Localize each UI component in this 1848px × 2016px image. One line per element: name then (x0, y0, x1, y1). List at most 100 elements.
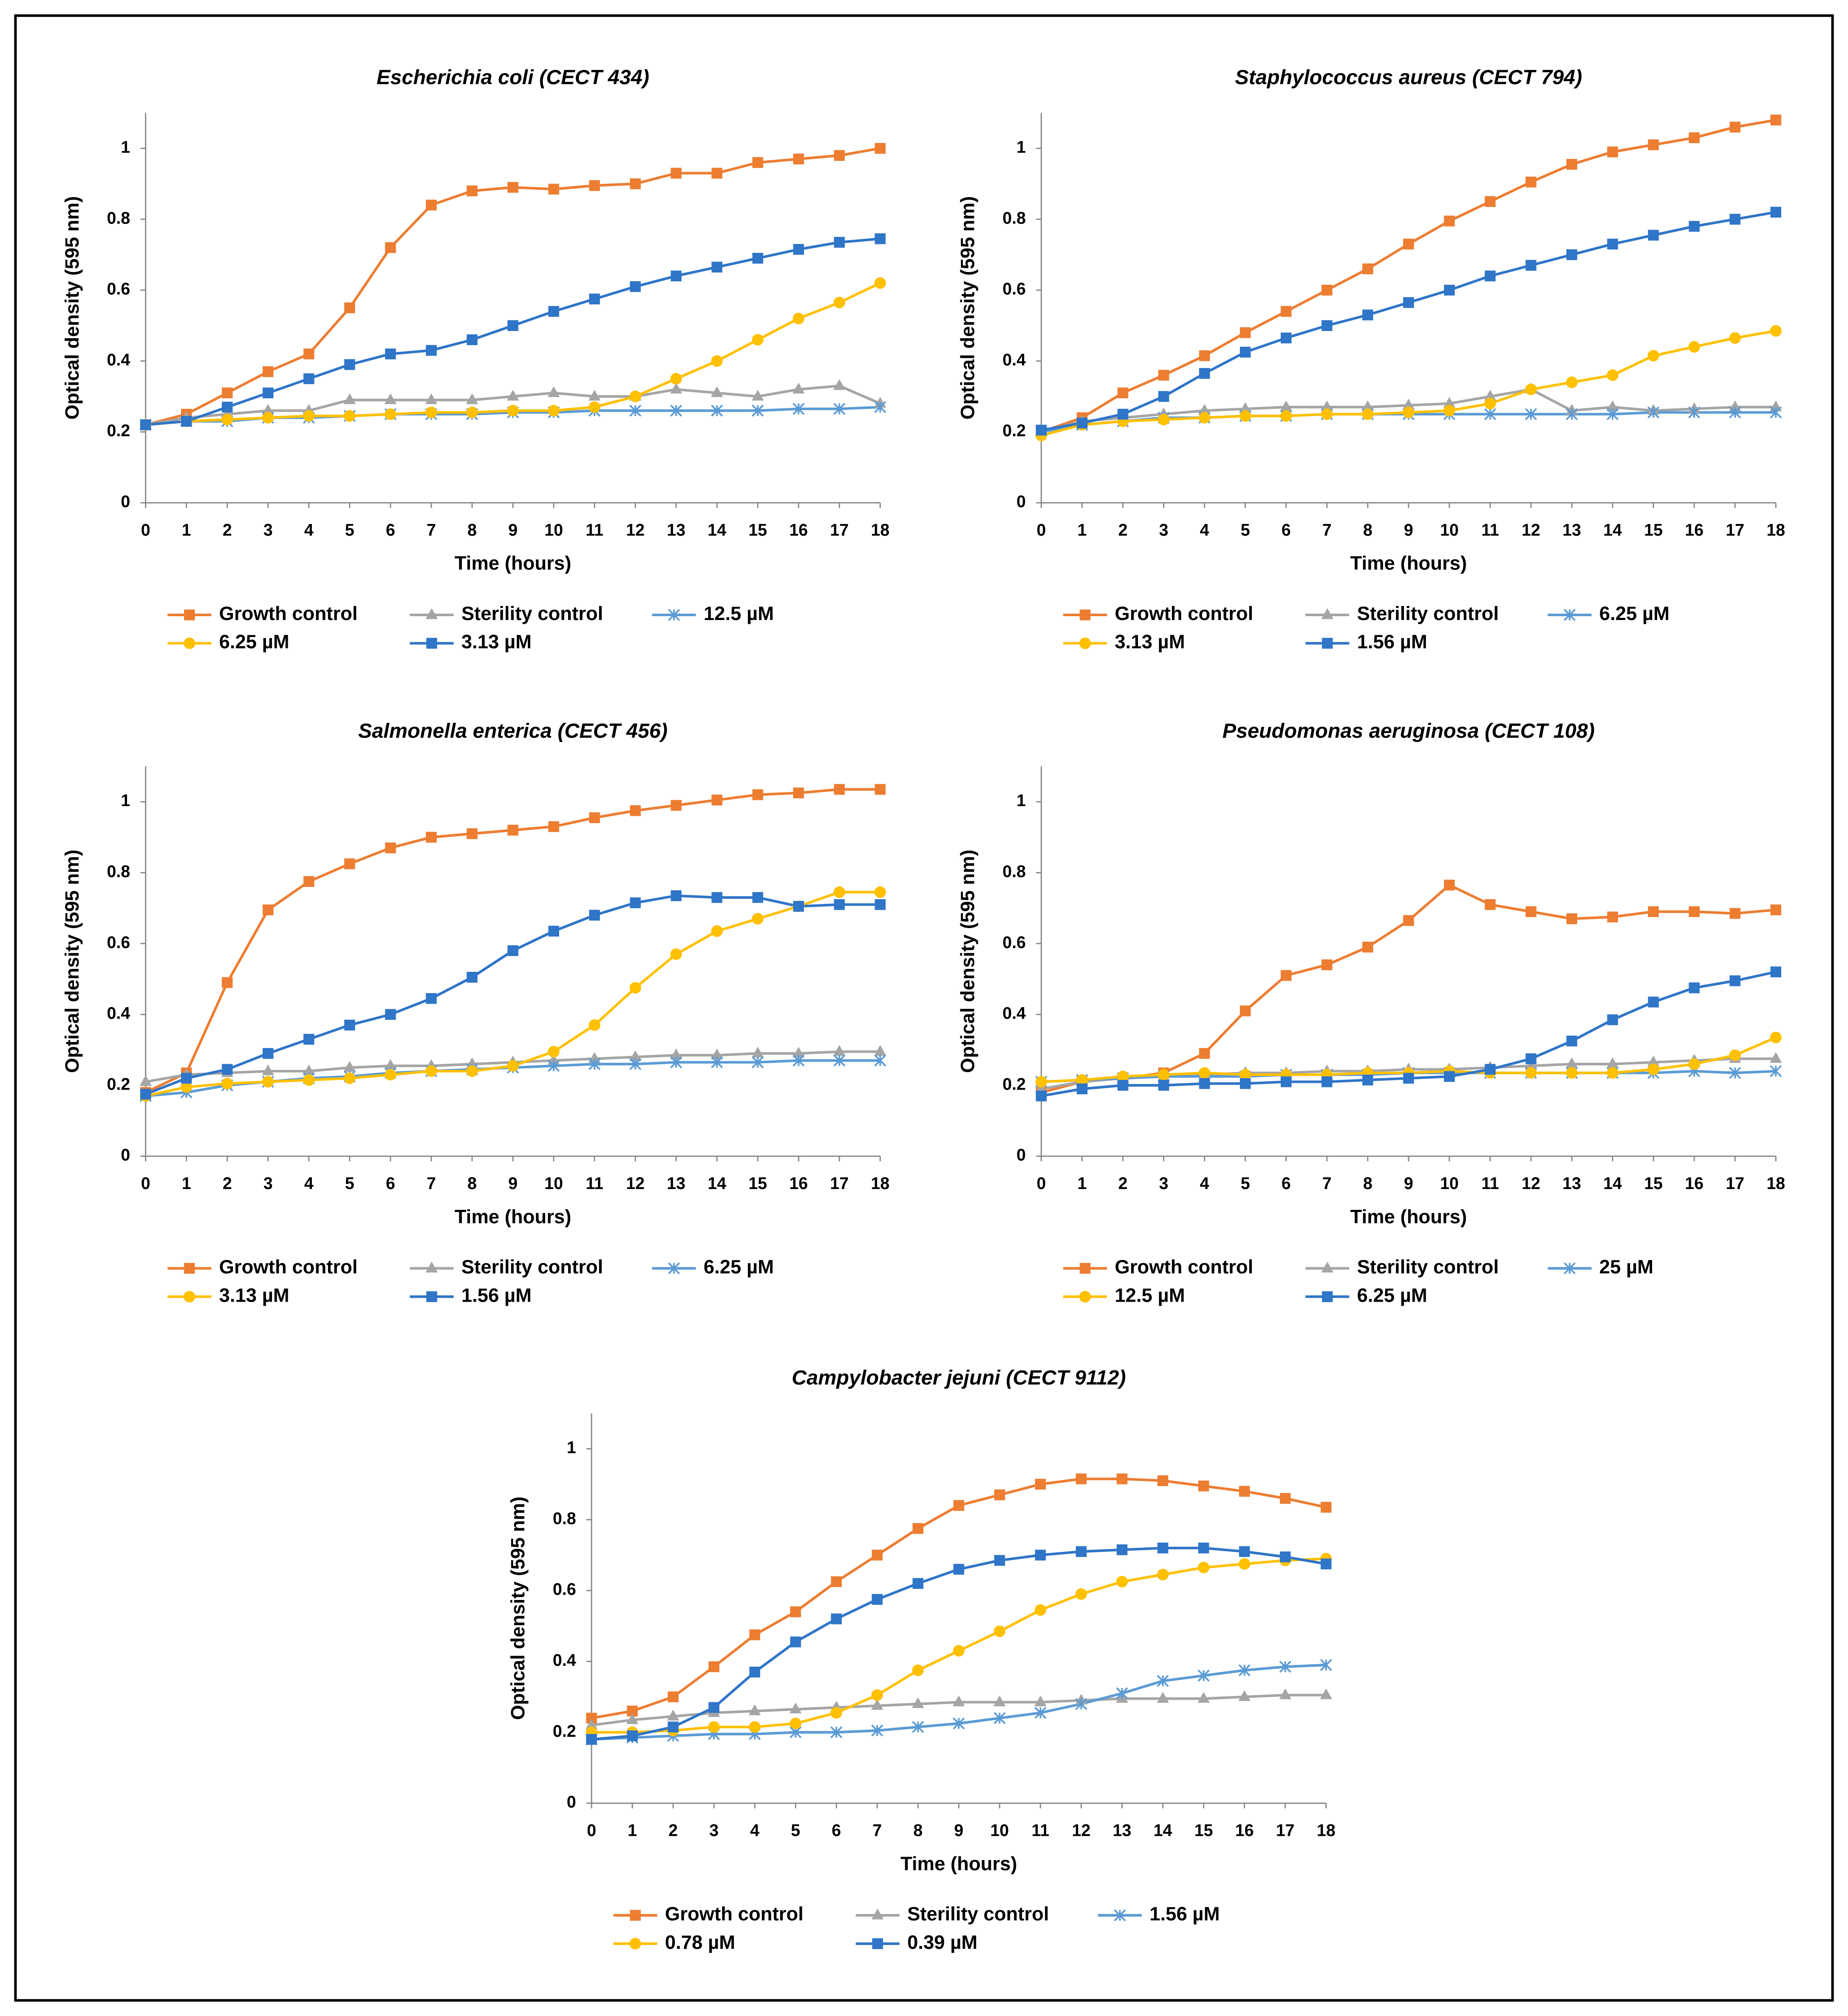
marker (1157, 1475, 1169, 1487)
y-tick-label: 1 (121, 791, 130, 810)
x-tick-label: 7 (427, 521, 436, 539)
marker (1770, 1065, 1782, 1077)
marker (671, 270, 682, 282)
marker (1279, 1493, 1291, 1504)
marker (667, 1710, 679, 1721)
marker (872, 1908, 884, 1920)
marker (833, 886, 845, 898)
legend-label: 1.56 µM (1149, 1903, 1220, 1925)
marker (1240, 1078, 1251, 1089)
legend-label: 0.39 µM (907, 1931, 977, 1953)
marker (871, 1699, 883, 1710)
marker (1607, 912, 1618, 923)
legend-label: 12.5 µM (1115, 1284, 1185, 1306)
marker (385, 842, 396, 853)
marker (1075, 1698, 1087, 1710)
y-tick-label: 0.8 (553, 1509, 576, 1528)
marker (1198, 412, 1211, 424)
marker (181, 1081, 192, 1093)
marker (1729, 975, 1740, 986)
legend-label: 0.78 µM (665, 1931, 735, 1953)
y-tick-label: 0.6 (107, 933, 130, 952)
x-tick-label: 11 (1032, 1821, 1050, 1840)
marker (833, 297, 845, 309)
series-line (1041, 329, 1776, 437)
marker (1157, 1692, 1169, 1703)
x-tick-label: 4 (304, 1174, 314, 1193)
marker (993, 1695, 1006, 1707)
x-tick-label: 14 (1603, 521, 1622, 539)
x-tick-label: 9 (508, 1174, 518, 1193)
marker (385, 348, 396, 360)
marker (385, 408, 396, 420)
marker (547, 1059, 560, 1072)
legend-label: 3.13 µM (461, 631, 532, 653)
marker (1279, 1551, 1291, 1563)
legend-label: Growth control (1115, 603, 1253, 624)
marker (994, 1555, 1005, 1566)
chart-title: Salmonella enterica (CECT 456) (358, 719, 668, 742)
legend-label: 6.25 µM (1599, 603, 1670, 624)
marker (670, 373, 682, 385)
marker (749, 1629, 760, 1640)
marker (668, 1262, 680, 1274)
x-tick-label: 11 (586, 521, 603, 539)
marker (953, 1500, 965, 1511)
marker (1689, 221, 1700, 232)
y-axis-title: Optical density (595 nm) (61, 849, 83, 1073)
marker (1157, 1569, 1169, 1580)
legend-label: 6.25 µM (1357, 1284, 1427, 1306)
marker (1607, 146, 1618, 158)
marker (871, 1689, 883, 1701)
marker (748, 1704, 761, 1716)
marker (1322, 1076, 1333, 1087)
marker (1116, 1473, 1128, 1484)
x-tick-label: 13 (1562, 1174, 1581, 1193)
marker (1158, 370, 1169, 381)
marker (671, 890, 682, 901)
marker (1566, 1067, 1578, 1079)
x-tick-label: 7 (1322, 521, 1332, 539)
y-tick-label: 0 (1016, 1146, 1026, 1164)
y-tick-label: 1 (1016, 791, 1026, 810)
marker (711, 892, 722, 903)
marker (1362, 263, 1373, 275)
y-tick-label: 0.2 (1002, 422, 1026, 440)
marker (507, 405, 519, 416)
marker (708, 1702, 719, 1713)
marker (426, 345, 437, 356)
marker (1443, 396, 1456, 408)
marker (627, 1730, 638, 1741)
marker (344, 302, 355, 314)
marker (953, 1695, 965, 1707)
marker (1525, 408, 1537, 420)
marker (1035, 1478, 1046, 1490)
marker (1566, 159, 1577, 170)
marker (1361, 400, 1374, 411)
x-tick-label: 16 (789, 521, 808, 539)
y-tick-label: 0.4 (107, 351, 130, 369)
x-tick-label: 12 (626, 1174, 645, 1193)
x-tick-label: 9 (954, 1821, 963, 1840)
marker (1444, 215, 1455, 227)
legend-label: Growth control (219, 603, 358, 624)
marker (426, 832, 437, 843)
marker (912, 1578, 924, 1589)
marker (1525, 1053, 1537, 1065)
marker (262, 404, 275, 415)
marker (708, 1661, 719, 1672)
marker (1322, 959, 1333, 971)
marker (629, 1050, 642, 1061)
marker (629, 1938, 641, 1950)
marker (1079, 637, 1091, 649)
marker (1199, 1048, 1210, 1059)
y-tick-label: 0.4 (1002, 351, 1026, 369)
marker (1034, 1695, 1047, 1707)
marker (263, 1048, 274, 1059)
marker (467, 971, 478, 983)
x-tick-label: 17 (1276, 1821, 1295, 1840)
marker (1403, 238, 1414, 250)
x-tick-label: 18 (871, 521, 889, 539)
marker (1280, 410, 1292, 422)
y-tick-label: 0.6 (107, 280, 130, 298)
